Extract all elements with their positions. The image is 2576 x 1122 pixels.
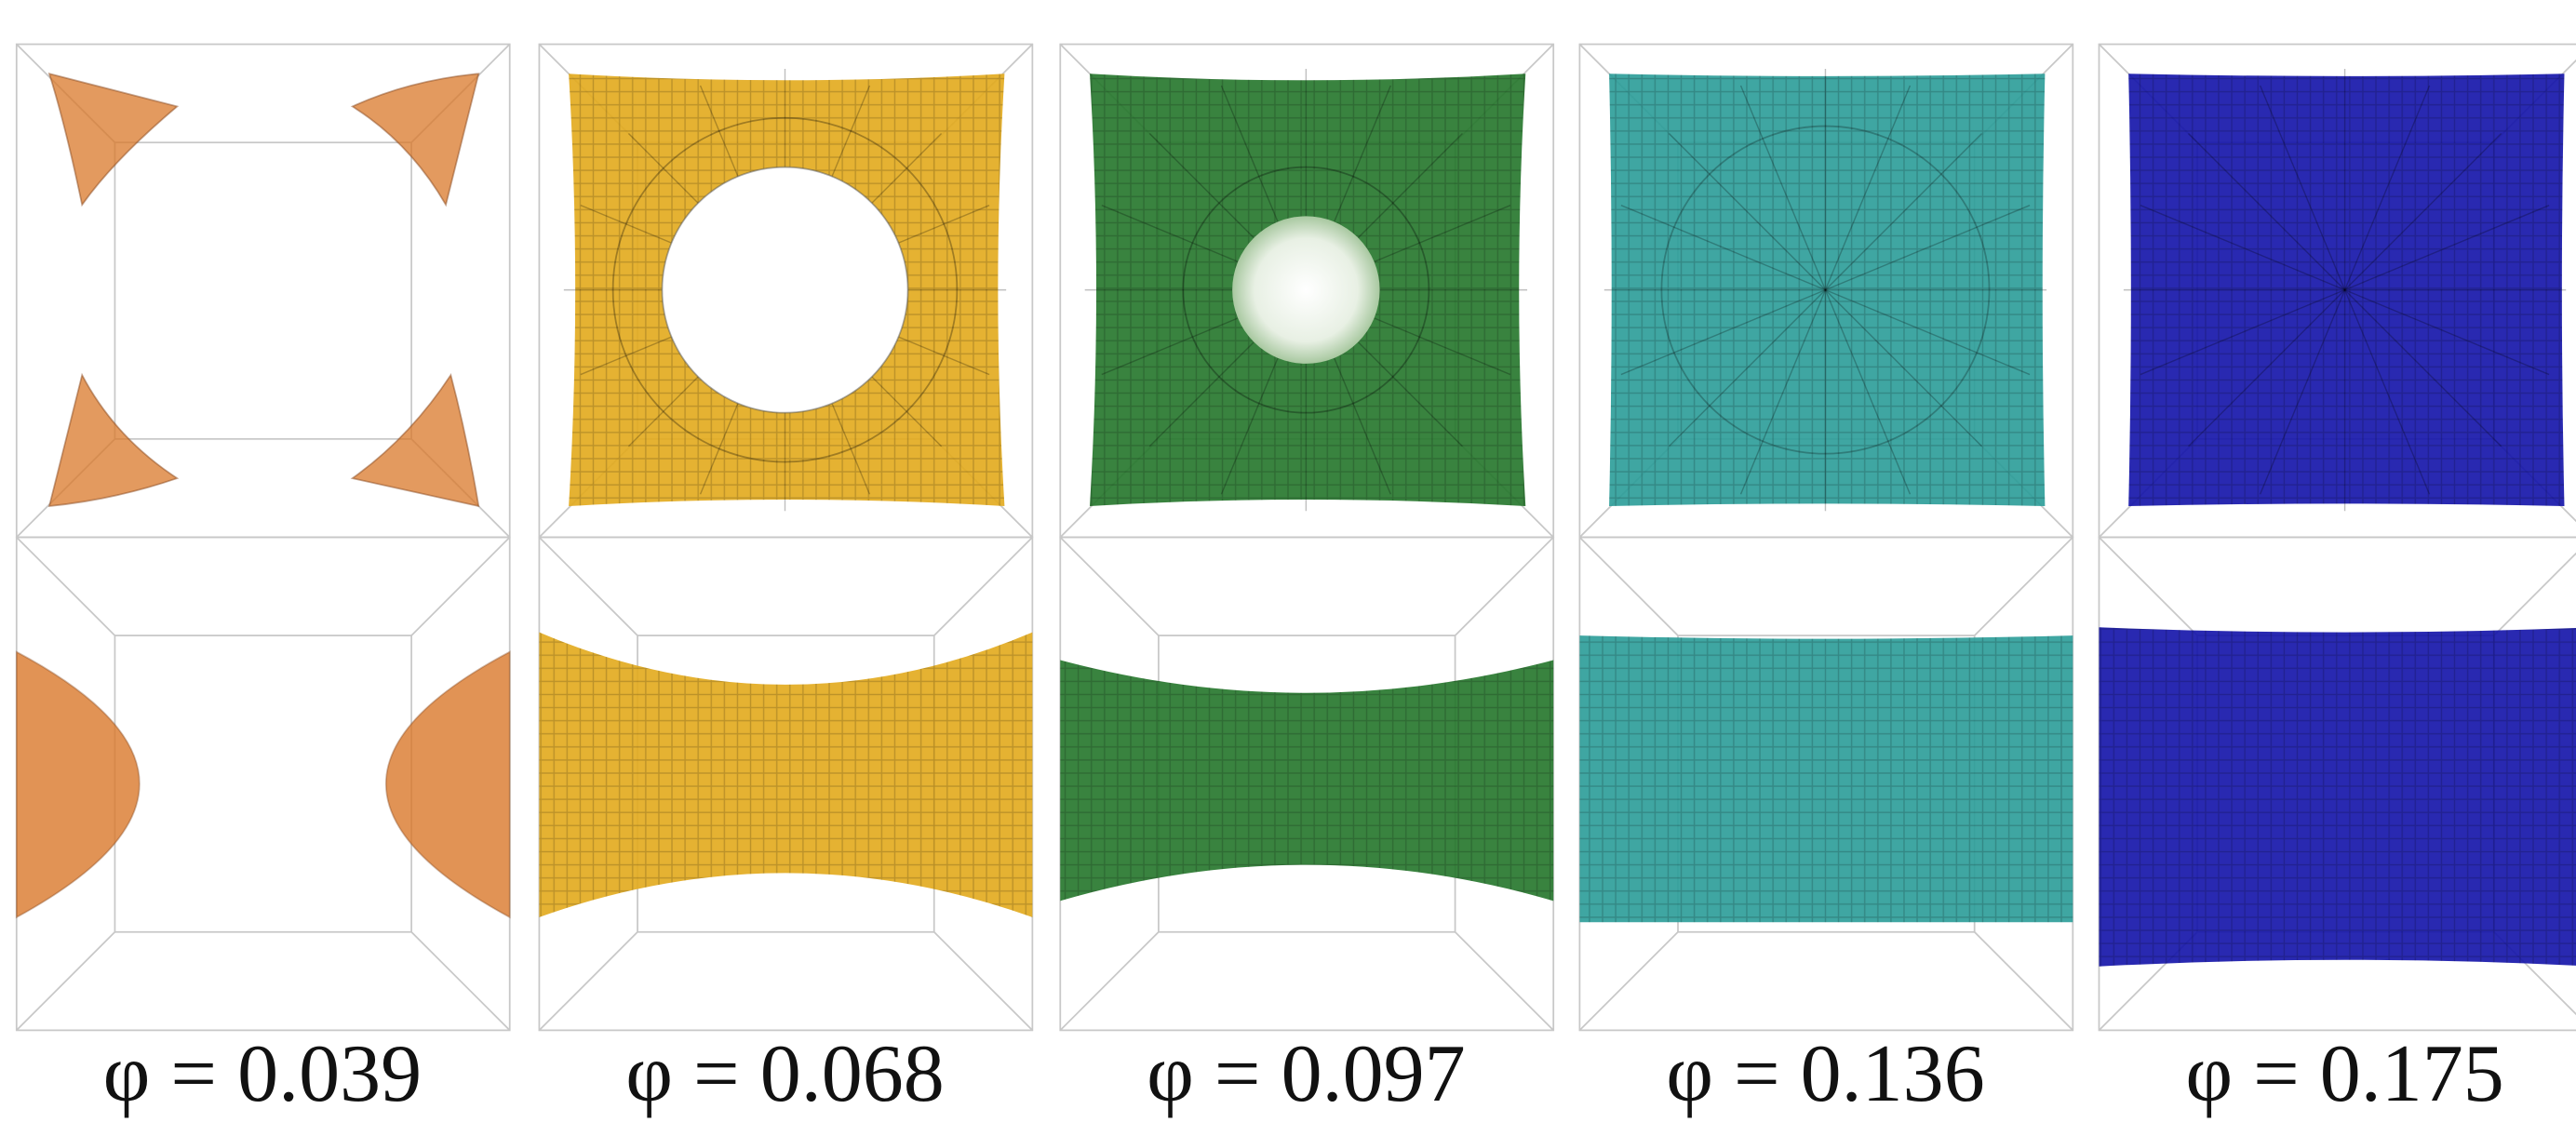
frame-edge [934,537,1033,635]
frame-edge [1579,932,1678,1031]
pore [1232,216,1379,363]
panel: φ = 0.039 [17,45,510,1120]
frame-edge [1060,932,1159,1031]
inner-frame [114,635,411,932]
frame-edge [411,537,510,635]
grain-blob [353,375,479,506]
phi-label: φ = 0.136 [1666,1029,1984,1119]
figure: φ = 0.039 φ = 0.068 φ = 0.097 φ = 0.136 φ = … [0,0,2576,1122]
frame-edge [17,537,115,635]
frame-edge [1579,537,1678,635]
frame-edge [2099,537,2197,635]
frame-edge [934,932,1033,1031]
grain-blob [49,375,177,506]
inner-frame [114,142,411,439]
grain-lens [386,652,510,917]
phi-label: φ = 0.039 [103,1029,422,1119]
grain-cells [1579,635,2073,922]
frame-edge [539,932,637,1031]
phi-label: φ = 0.097 [1147,1029,1465,1119]
frame-edge [1456,932,1554,1031]
pore [662,167,907,413]
grain-cells [539,633,1032,917]
frame-edge [1975,537,2073,635]
grain-cells [1060,661,1553,902]
panel: φ = 0.097 [1060,45,1553,1120]
grain-cells [2099,627,2576,966]
grain-blob [353,73,479,205]
frame-edge [539,537,637,635]
phi-label: φ = 0.068 [625,1029,944,1119]
panel: φ = 0.175 [2099,45,2576,1120]
panel: φ = 0.136 [1579,45,2073,1120]
grain-lens [17,652,140,917]
panel: φ = 0.068 [539,45,1032,1120]
frame-edge [1456,537,1554,635]
frame-edge [1060,537,1159,635]
grain-blob [49,73,177,205]
frame-edge [2494,537,2576,635]
phi-label: φ = 0.175 [2185,1029,2503,1119]
frame-edge [1975,932,2073,1031]
frame-edge [17,932,115,1031]
frame-edge [411,932,510,1031]
